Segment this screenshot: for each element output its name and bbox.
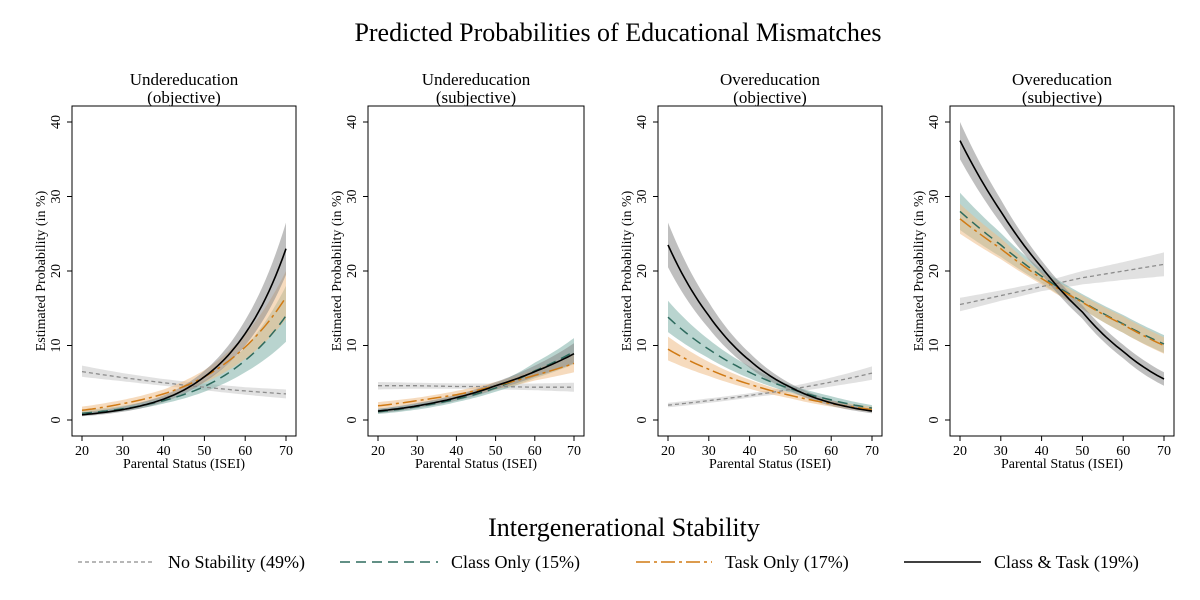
plot-frame — [657, 105, 883, 437]
panel-subtitle: (subjective) — [436, 88, 516, 107]
ci-band-class_only — [668, 300, 872, 412]
ci-band-task_only — [668, 336, 872, 412]
y-tick-label: 20 — [49, 264, 64, 278]
x-axis-label: Parental Status (ISEI) — [1001, 457, 1123, 472]
panel-subtitle: (objective) — [733, 88, 807, 107]
y-tick-label: 0 — [345, 417, 360, 424]
y-tick-label: 40 — [927, 115, 942, 129]
x-tick-label: 50 — [489, 444, 503, 459]
x-tick-label: 50 — [197, 444, 211, 459]
x-tick-label: 30 — [116, 444, 130, 459]
legend-label-class_only: Class Only (15%) — [451, 552, 580, 573]
x-tick-label: 40 — [1035, 444, 1049, 459]
series-line-class_task — [377, 352, 575, 412]
x-tick-label: 30 — [994, 444, 1008, 459]
legend-title: Intergenerational Stability — [488, 513, 760, 542]
y-tick-label: 0 — [927, 417, 942, 424]
series-line-class_task — [81, 248, 287, 416]
x-tick-label: 50 — [1075, 444, 1089, 459]
x-tick-label: 60 — [1116, 444, 1130, 459]
ci-band-class_task — [378, 343, 574, 414]
legend-label-no_stability: No Stability (49%) — [168, 552, 305, 573]
panels: Undereducation(objective)20 30 40 50 60 70010… — [34, 70, 1175, 472]
legend-label-class_task: Class & Task (19%) — [994, 552, 1139, 573]
x-tick-label: 40 — [743, 444, 757, 459]
panel-subtitle: (objective) — [147, 88, 221, 107]
y-tick-label: 30 — [927, 190, 942, 204]
x-tick-label: 20 — [371, 444, 385, 459]
panel-title: Overeducation — [1012, 70, 1113, 89]
y-tick-label: 20 — [345, 264, 360, 278]
x-tick-label: 70 — [567, 444, 581, 459]
legend-label-task_only: Task Only (17%) — [725, 552, 849, 573]
y-axis-label: Estimated Probability (in %) — [620, 190, 635, 351]
x-axis-label: Parental Status (ISEI) — [709, 457, 831, 472]
y-tick-label: 30 — [49, 190, 64, 204]
x-tick-label: 70 — [865, 444, 879, 459]
y-tick-label: 30 — [345, 190, 360, 204]
y-tick-label: 40 — [635, 115, 650, 129]
x-tick-label: 50 — [783, 444, 797, 459]
panel-1: Undereducation(objective) 20 30 40 50 60 70 0 10… — [34, 70, 297, 472]
x-tick-label: 30 — [702, 444, 716, 459]
x-tick-label: 20 — [661, 444, 675, 459]
legend: No Stability (49%) Class Only (15%) Task O… — [78, 552, 1139, 573]
series-line-task_only — [377, 362, 575, 407]
panel-4: Overeducation(subjective) 20 30 40 50 60 70 0 10… — [912, 70, 1175, 472]
x-tick-label: 20 — [75, 444, 89, 459]
y-tick-label: 40 — [345, 115, 360, 129]
series-line-class_only — [959, 210, 1165, 345]
y-tick-label: 20 — [927, 264, 942, 278]
ci-band-no_stability — [960, 252, 1164, 312]
x-tick-label: 30 — [410, 444, 424, 459]
ci-band-class_task — [82, 222, 286, 417]
x-tick-label: 60 — [824, 444, 838, 459]
figure-title: Predicted Probabilities of Educational M… — [354, 18, 881, 47]
x-tick-label: 60 — [238, 444, 252, 459]
x-tick-label: 70 — [279, 444, 293, 459]
x-tick-label: 70 — [1157, 444, 1171, 459]
panel-3: Overeducation(objective) 20 30 40 50 60 70 0 10 2… — [620, 70, 883, 472]
y-axis-label: Estimated Probability (in %) — [34, 190, 49, 351]
y-tick-label: 0 — [635, 417, 650, 424]
series-line-no_stability — [667, 372, 873, 406]
y-tick-label: 10 — [635, 339, 650, 353]
x-tick-label: 20 — [953, 444, 967, 459]
y-tick-label: 10 — [927, 339, 942, 353]
ci-band-class_task — [960, 122, 1164, 386]
x-axis-label: Parental Status (ISEI) — [415, 457, 537, 472]
x-tick-label: 60 — [528, 444, 542, 459]
panel-2: Undereducation(subjective) 20 30 40 50 60 70 0 1… — [330, 70, 585, 472]
ci-band-no_stability — [668, 366, 872, 408]
series-line-task_only — [81, 296, 287, 412]
panel-title: Overeducation — [720, 70, 821, 89]
ci-band-task_only — [960, 203, 1164, 354]
y-tick-label: 10 — [49, 339, 64, 353]
y-tick-label: 0 — [49, 417, 64, 424]
y-tick-label: 10 — [345, 339, 360, 353]
y-axis-label: Estimated Probability (in %) — [912, 190, 927, 351]
y-tick-label: 30 — [635, 190, 650, 204]
panel-subtitle: (subjective) — [1022, 88, 1102, 107]
y-axis-label: Estimated Probability (in %) — [330, 190, 345, 351]
series-line-class_task — [959, 140, 1165, 380]
series-line-class_only — [667, 316, 873, 409]
y-tick-label: 40 — [49, 115, 64, 129]
x-tick-label: 40 — [157, 444, 171, 459]
series-line-class_task — [667, 244, 873, 412]
panel-title: Undereducation — [130, 70, 239, 89]
x-tick-label: 40 — [449, 444, 463, 459]
panel-title: Undereducation — [422, 70, 531, 89]
series-line-no_stability — [81, 370, 287, 395]
x-axis-label: Parental Status (ISEI) — [123, 457, 245, 472]
series-line-no_stability — [378, 385, 574, 388]
y-tick-label: 20 — [635, 264, 650, 278]
series-line-class_only — [81, 315, 287, 415]
